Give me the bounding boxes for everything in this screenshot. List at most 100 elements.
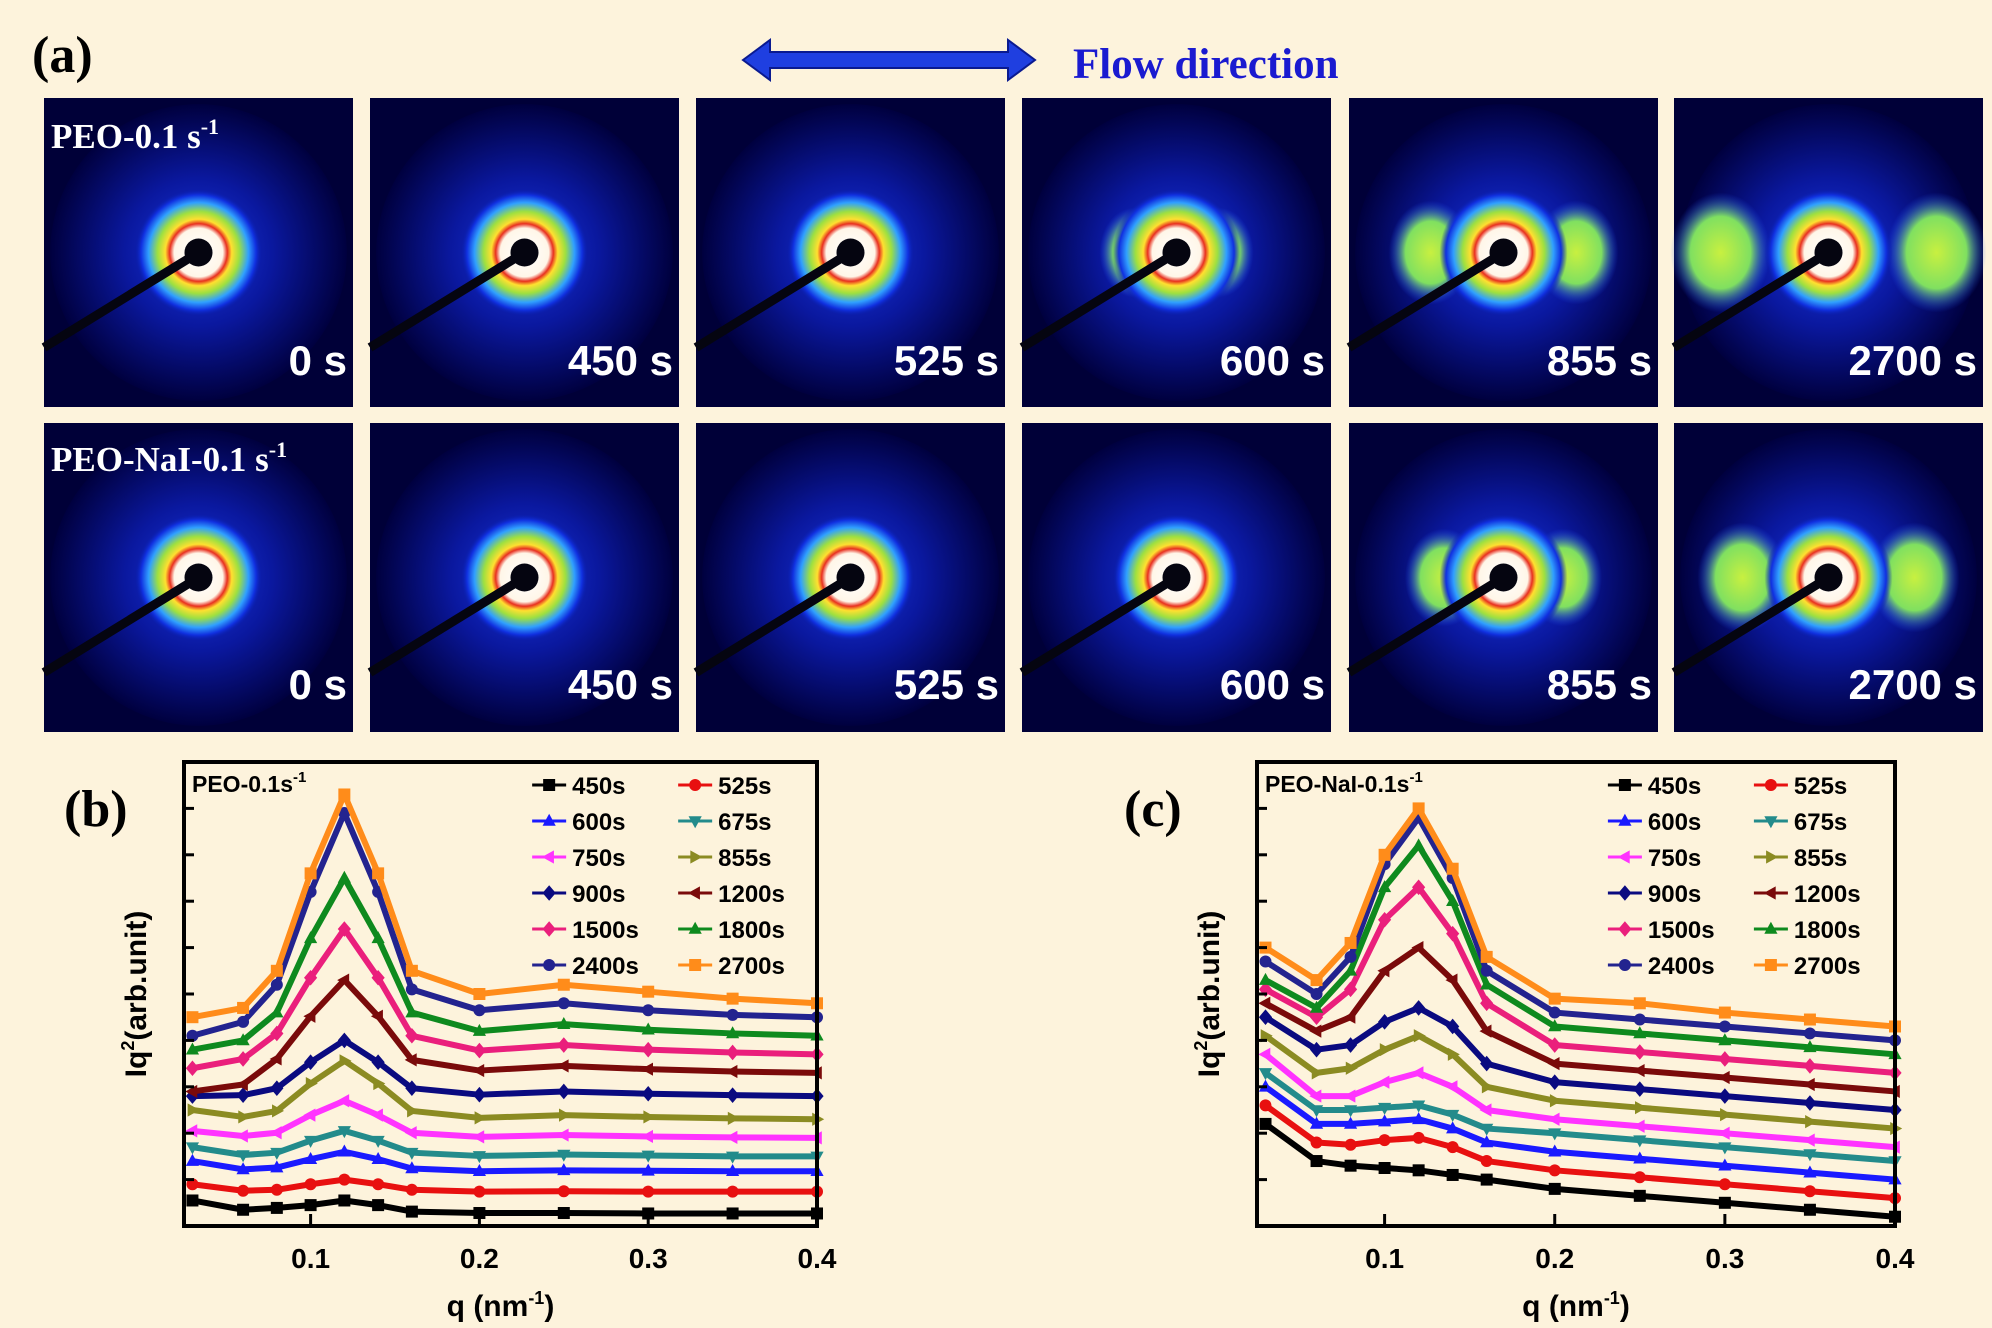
marker (1480, 1135, 1494, 1148)
marker (1766, 850, 1779, 864)
marker (557, 1016, 571, 1029)
marker (185, 1142, 200, 1155)
marker (337, 1032, 351, 1049)
series-line (191, 791, 818, 1021)
marker (1548, 992, 1561, 1005)
legend-entry: 525s (678, 773, 772, 800)
time-label: 600 s (1220, 661, 1325, 708)
marker (270, 1160, 284, 1173)
marker (1378, 880, 1392, 893)
beam-stop (1814, 238, 1843, 267)
marker (1480, 950, 1493, 963)
time-label: 450 s (568, 337, 673, 384)
saxs-image: 0 s (41, 98, 353, 407)
series-line (192, 1176, 817, 1195)
beam-stop (1489, 563, 1518, 592)
panel-label: (c) (1124, 781, 1182, 838)
marker (1805, 1115, 1818, 1129)
beam-stop (1162, 563, 1191, 592)
series-line (192, 977, 818, 1095)
marker (641, 1062, 653, 1076)
marker (1446, 1018, 1460, 1035)
legend-label: 450s (1648, 773, 1701, 800)
marker (543, 779, 556, 791)
marker (725, 1130, 738, 1144)
legend-entry: 450s (1607, 773, 1701, 800)
marker (641, 1041, 655, 1058)
marker (1446, 1141, 1459, 1154)
x-label-text: q (nm (1522, 1290, 1604, 1323)
marker (405, 1080, 419, 1096)
title-sup: -1 (293, 769, 306, 786)
marker (270, 1183, 283, 1196)
legend-label: 855s (1794, 845, 1847, 872)
marker (186, 1194, 199, 1207)
marker (1547, 1057, 1560, 1071)
marker (1258, 1009, 1273, 1025)
marker (1548, 1144, 1562, 1157)
marker (1446, 925, 1460, 942)
marker (641, 1150, 655, 1163)
series-line (192, 1057, 818, 1123)
marker (542, 813, 556, 826)
marker (1309, 1089, 1322, 1103)
marker (1259, 955, 1272, 968)
marker (1344, 936, 1357, 949)
series-line (192, 1037, 818, 1100)
series-line (1263, 805, 1896, 1030)
marker (1411, 941, 1424, 955)
saxs-image: 2700 s (1671, 423, 1983, 732)
marker (1480, 995, 1494, 1012)
series-line (1263, 1032, 1896, 1132)
marker (405, 964, 418, 977)
marker (235, 1077, 248, 1092)
marker (1445, 973, 1458, 987)
marker (1258, 996, 1271, 1010)
marker (1309, 1000, 1324, 1013)
x-tick-label: 0.1 (291, 1243, 330, 1274)
marker (304, 1054, 318, 1071)
series-line (191, 1148, 817, 1175)
marker (405, 1205, 418, 1218)
legend-entry: 600s (1607, 809, 1701, 836)
chart-title: PEO-0.1s-1 (192, 769, 306, 797)
y-axis-label: Iq2(arb.unit) (1191, 911, 1226, 1078)
marker (472, 1023, 486, 1036)
legend-label: 525s (1794, 773, 1847, 800)
marker (472, 1063, 485, 1078)
marker (1480, 977, 1494, 990)
marker (726, 1207, 739, 1220)
marker (690, 850, 703, 864)
marker (186, 1011, 199, 1024)
marker (1635, 1101, 1647, 1115)
marker (1618, 885, 1632, 901)
row-label-sup: -1 (201, 114, 219, 139)
x-tick-label: 0.3 (629, 1243, 668, 1274)
marker (1343, 1010, 1356, 1024)
marker (185, 1084, 198, 1099)
marker (270, 1147, 284, 1160)
row-label: PEO-0.1 s-1 (51, 114, 219, 156)
beam-stop-arm (1346, 248, 1506, 352)
marker (1632, 1119, 1645, 1133)
marker (186, 1178, 199, 1191)
x-tick-label: 0.1 (1365, 1243, 1404, 1274)
x-label-sup: -1 (528, 1288, 544, 1308)
beam-stop (510, 563, 539, 592)
marker (642, 1185, 655, 1198)
marker (1378, 1014, 1392, 1030)
marker (1717, 1126, 1730, 1140)
marker (1548, 1006, 1561, 1019)
x-tick-label: 0.2 (1535, 1243, 1574, 1274)
marker (472, 1130, 485, 1144)
legend-label: 1800s (1794, 917, 1861, 944)
beam-stop-arm (1019, 573, 1179, 677)
marker (237, 1001, 250, 1014)
marker (1412, 1131, 1425, 1144)
legend-entry: 675s (1753, 809, 1847, 836)
marker (338, 807, 351, 820)
marker (541, 850, 554, 864)
marker (726, 1008, 739, 1021)
y-label-end: (arb.unit) (120, 911, 153, 1041)
marker (642, 1004, 655, 1017)
